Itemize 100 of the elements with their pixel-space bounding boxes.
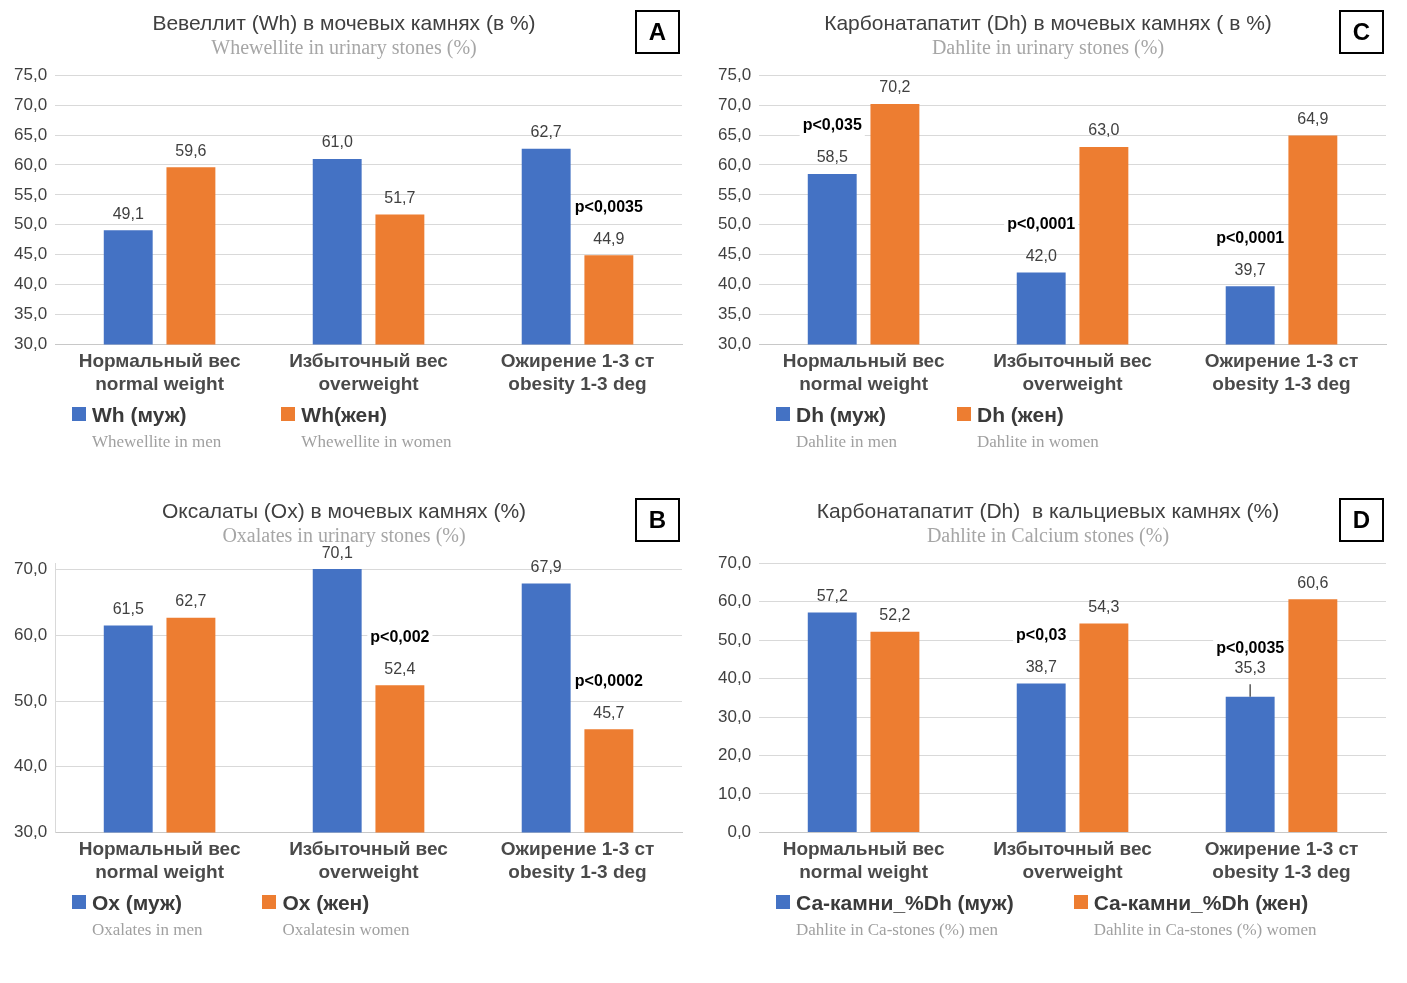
x-tick-label: Ожирение 1-3 ст obesity 1-3 deg	[500, 350, 655, 394]
legend-label: Dh (жен) Dahlite in women	[977, 402, 1099, 453]
y-tick-label: 70,0	[717, 94, 752, 114]
annotation: p<0,03	[1016, 625, 1067, 643]
text: B	[634, 498, 680, 542]
text: C	[1338, 10, 1384, 54]
y-tick-label: 35,0	[13, 304, 48, 324]
data-label: 52,2	[879, 606, 911, 624]
y-tick-label: 50,0	[717, 629, 752, 649]
text: D	[1338, 498, 1384, 542]
bar	[1225, 696, 1275, 832]
y-tick-label: 75,0	[717, 64, 752, 84]
chart-title: Карбонатапатит (Dh) в мочевых камнях ( в %)	[824, 11, 1272, 35]
y-tick-label: 30,0	[717, 706, 752, 726]
bar	[1016, 683, 1066, 832]
bar	[1288, 599, 1338, 832]
y-tick-label: 70,0	[13, 94, 48, 114]
legend-label: Wh(жен) Whewellite in women	[301, 402, 452, 453]
y-tick-label: 30,0	[717, 334, 752, 354]
data-label: 51,7	[384, 188, 416, 206]
chart-title: Оксалаты (Ox) в мочевых камнях (%)	[161, 499, 527, 523]
data-label: 58,5	[816, 148, 848, 166]
y-tick-label: 10,0	[717, 783, 752, 803]
y-tick-label: 75,0	[13, 64, 48, 84]
data-label: 49,1	[112, 204, 144, 222]
chart-subtitle: Dahlite in Calcium stones (%)	[926, 524, 1170, 548]
legend-label: Dh (муж) Dahlite in men	[796, 402, 898, 453]
bar	[870, 631, 920, 832]
data-label: 57,2	[816, 586, 848, 604]
y-tick-label: 60,0	[717, 154, 752, 174]
data-label: 63,0	[1088, 121, 1120, 139]
data-label: 64,9	[1297, 110, 1329, 128]
y-tick-label: 55,0	[13, 184, 48, 204]
x-tick-label: Ожирение 1-3 ст obesity 1-3 deg	[500, 838, 655, 882]
y-tick-label: 30,0	[13, 822, 48, 842]
x-tick-label: Избыточный вес overweight	[993, 838, 1153, 882]
y-tick-label: 0,0	[727, 822, 752, 842]
data-label: 59,6	[175, 141, 207, 159]
x-tick-label: Избыточный вес overweight	[289, 350, 449, 394]
data-label: 61,0	[321, 133, 353, 151]
y-tick-label: 60,0	[13, 625, 48, 645]
data-label: 35,3	[1234, 658, 1266, 676]
y-tick-label: 50,0	[13, 214, 48, 234]
annotation: p<0,0001	[1216, 228, 1285, 246]
annotation: p<0,0002	[574, 671, 643, 689]
annotation: p<0,0001	[1007, 215, 1076, 233]
x-tick-label: Ожирение 1-3 ст obesity 1-3 deg	[1204, 350, 1359, 394]
data-label: 44,9	[593, 229, 625, 247]
chart-subtitle: Dahlite in urinary stones (%)	[931, 36, 1165, 60]
data-label: 54,3	[1088, 597, 1120, 615]
y-tick-label: 45,0	[13, 244, 48, 264]
y-tick-label: 40,0	[13, 756, 48, 776]
legend-label: Wh (муж) Whewellite in men	[92, 402, 222, 453]
y-tick-label: 50,0	[13, 690, 48, 710]
y-tick-label: 70,0	[717, 552, 752, 572]
y-tick-label: 30,0	[13, 334, 48, 354]
y-tick-label: 60,0	[717, 591, 752, 611]
chart-subtitle: Whewellite in urinary stones (%)	[211, 36, 477, 60]
data-label: 52,4	[384, 659, 416, 677]
chart-title: Карбонатапатит (Dh) в кальциевых камнях (%)	[816, 499, 1280, 523]
data-label: 62,7	[530, 123, 562, 141]
annotation: p<0,0035	[574, 197, 643, 215]
x-tick-label: Избыточный вес overweight	[289, 838, 449, 882]
x-tick-label: Нормальный вес normal weight	[78, 838, 241, 882]
data-label: 38,7	[1025, 657, 1057, 675]
bar	[1079, 623, 1129, 832]
annotation: p<0,0035	[1216, 639, 1285, 657]
x-tick-label: Избыточный вес overweight	[993, 350, 1153, 394]
data-label: 42,0	[1025, 247, 1057, 265]
x-tick-label: Ожирение 1-3 ст obesity 1-3 deg	[1204, 838, 1359, 882]
legend-label: Ox (жен) Oxalatesin women	[282, 890, 410, 941]
y-tick-label: 20,0	[717, 745, 752, 765]
y-tick-label: 50,0	[717, 214, 752, 234]
data-label: 60,6	[1297, 573, 1329, 591]
data-label: 61,5	[112, 599, 144, 617]
y-tick-label: 40,0	[13, 274, 48, 294]
y-tick-label: 55,0	[717, 184, 752, 204]
y-tick-label: 40,0	[717, 668, 752, 688]
bar	[807, 612, 857, 832]
annotation: p<0,002	[370, 627, 430, 645]
data-label: 67,9	[530, 557, 562, 575]
x-tick-label: Нормальный вес normal weight	[782, 350, 945, 394]
y-tick-label: 60,0	[13, 154, 48, 174]
x-tick-label: Нормальный вес normal weight	[782, 838, 945, 882]
legend-label: Са-камни_%Dh (жен) Dahlite in Ca-stones (%) women	[1093, 890, 1317, 941]
data-label: 45,7	[593, 703, 625, 721]
text: A	[634, 10, 680, 54]
y-tick-label: 40,0	[717, 274, 752, 294]
y-tick-label: 35,0	[717, 304, 752, 324]
y-tick-label: 65,0	[13, 124, 48, 144]
x-tick-label: Нормальный вес normal weight	[78, 350, 241, 394]
data-label: 62,7	[175, 592, 207, 610]
legend-label: Ox (муж) Oxalates in men	[92, 890, 203, 941]
chart-title: Вевеллит (Wh) в мочевых камнях (в %)	[152, 11, 536, 35]
annotation: p<0,035	[802, 116, 862, 134]
y-tick-label: 45,0	[717, 244, 752, 264]
data-label: 39,7	[1234, 260, 1266, 278]
data-label: 70,2	[879, 78, 911, 96]
y-tick-label: 70,0	[13, 559, 48, 579]
y-tick-label: 65,0	[717, 124, 752, 144]
